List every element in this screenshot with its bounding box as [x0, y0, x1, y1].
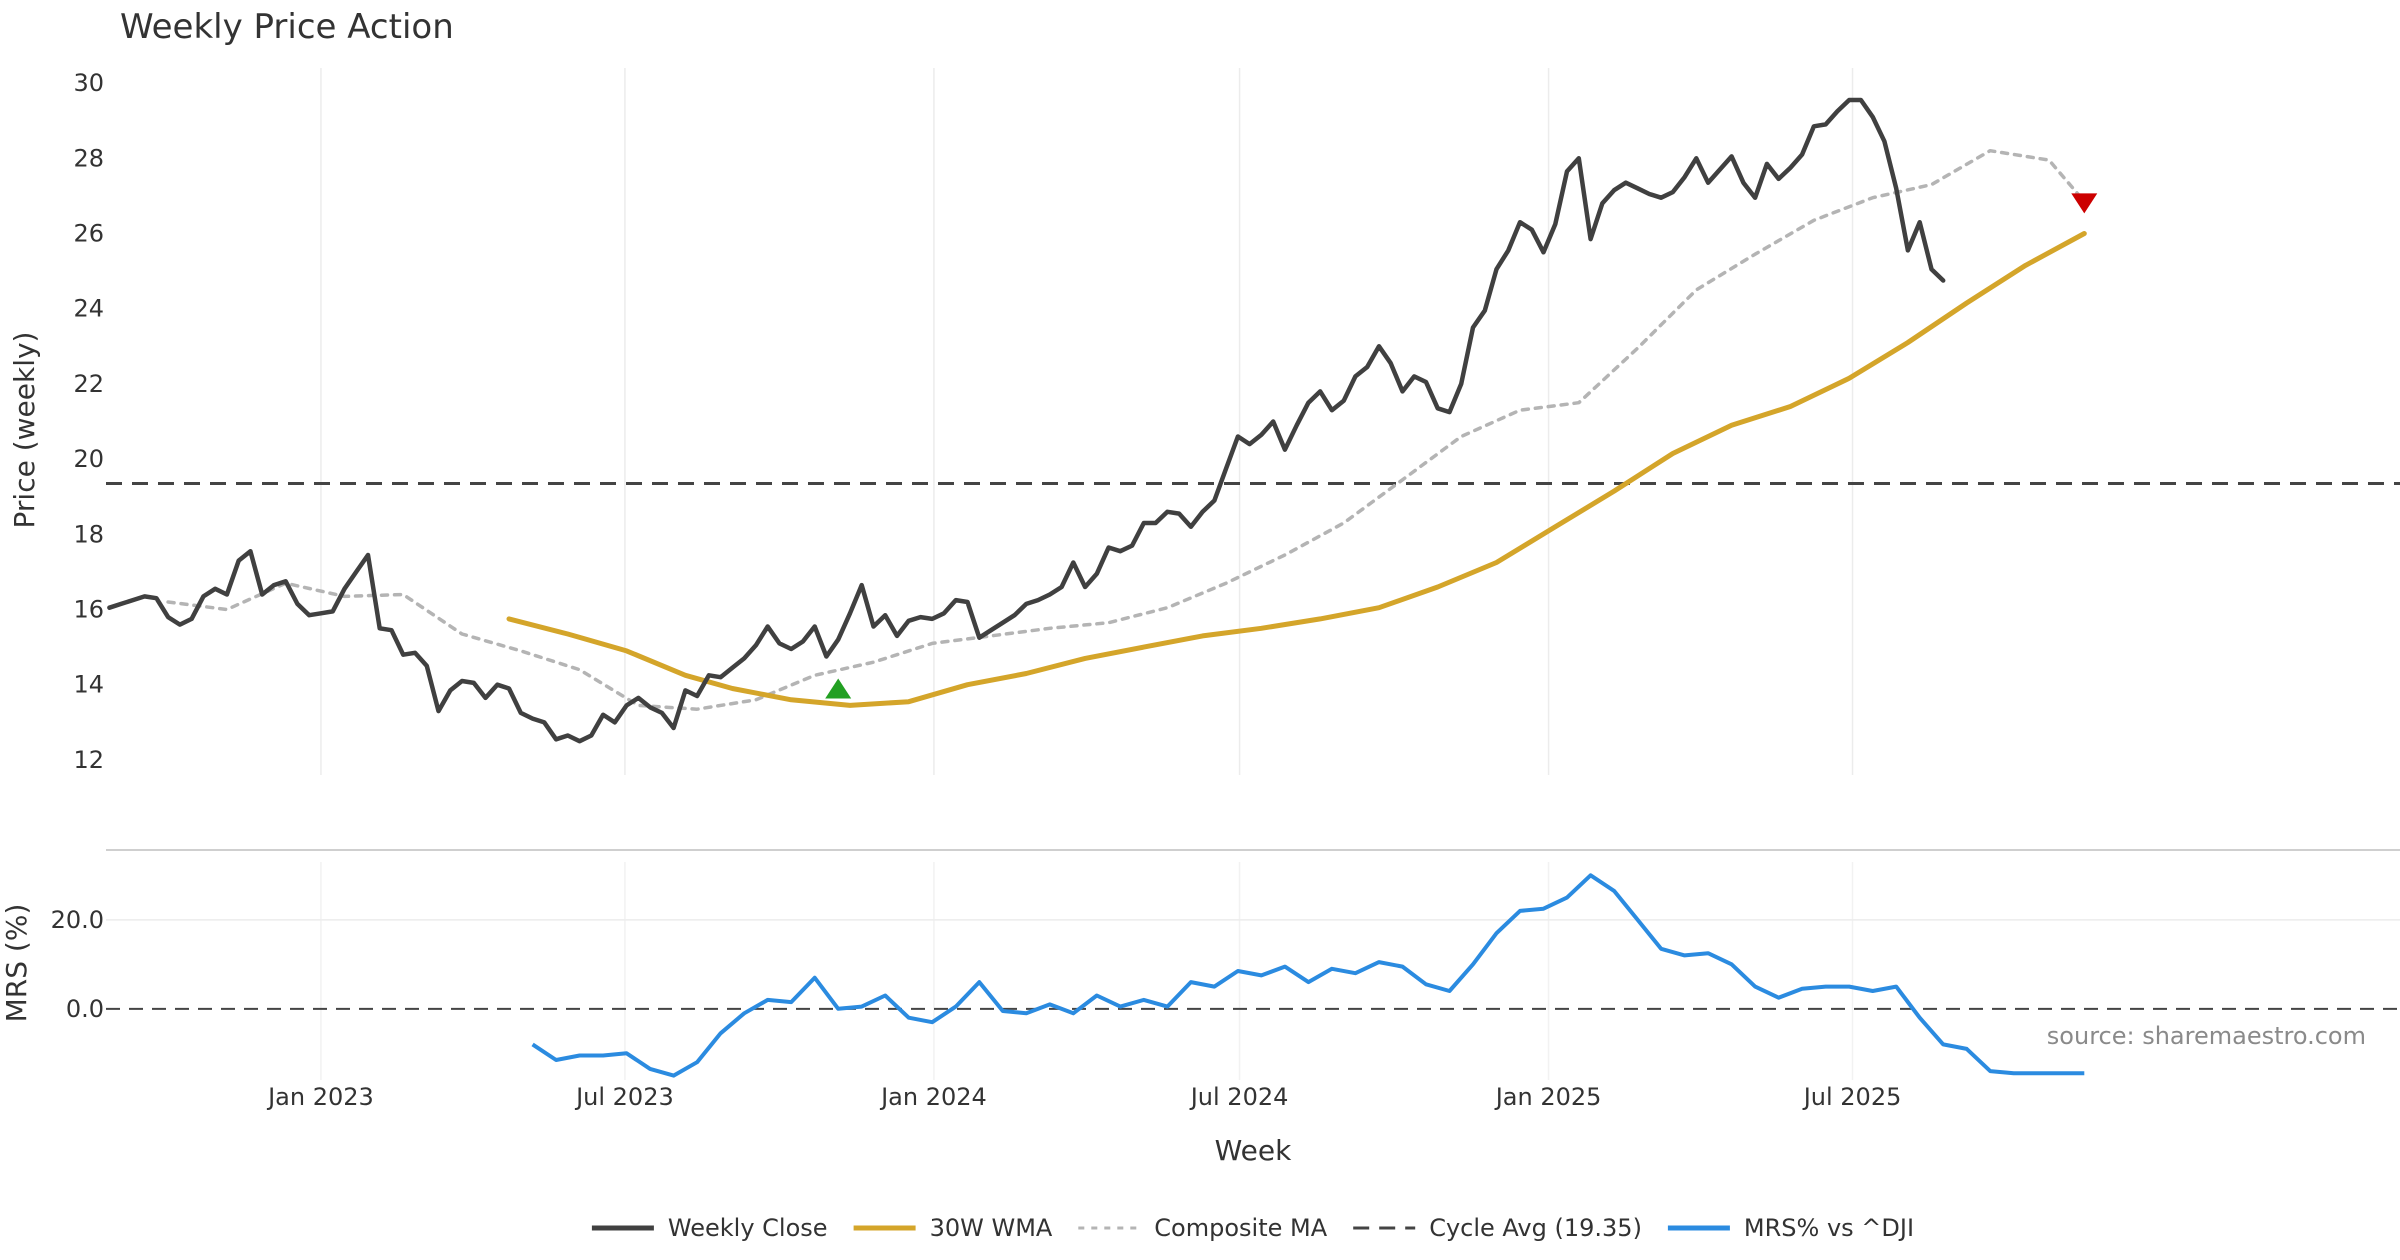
legend-label: 30W WMA — [930, 1214, 1053, 1242]
price-series-group — [107, 97, 2087, 744]
legend-label: Cycle Avg (19.35) — [1429, 1214, 1642, 1242]
mrs-vs-dji-line — [531, 873, 2085, 1078]
mrs-panel: 0.0 20.0 MRS (%) source: sharemaestro.com — [0, 862, 2400, 1080]
x-tick-label: Jan 2024 — [879, 1083, 987, 1111]
price-y-tick: 16 — [73, 596, 104, 624]
price-y-tick: 20 — [73, 445, 104, 473]
legend-item: 30W WMA — [853, 1214, 1053, 1242]
legend-label: MRS% vs ^DJI — [1744, 1214, 1914, 1242]
weekly-close-line — [107, 97, 1946, 744]
x-tick-label: Jan 2023 — [266, 1083, 374, 1111]
30w-wma-line — [506, 231, 2087, 708]
price-gridlines — [320, 68, 1854, 775]
price-y-tick: 28 — [73, 144, 104, 172]
chart-title: Weekly Price Action — [120, 7, 454, 47]
signal-markers — [825, 193, 2098, 699]
mrs-y-axis-label: MRS (%) — [0, 904, 33, 1023]
price-y-tick-labels: 12 14 16 18 20 22 24 26 28 30 — [73, 69, 104, 774]
legend-item: Cycle Avg (19.35) — [1353, 1214, 1642, 1242]
legend-item: MRS% vs ^DJI — [1667, 1214, 1914, 1242]
x-tick-label: Jul 2025 — [1802, 1083, 1902, 1111]
x-axis-label: Week — [1215, 1134, 1292, 1167]
x-tick-labels: Jan 2023 Jul 2023 Jan 2024 Jul 2024 Jan 2025… — [266, 1083, 1901, 1111]
legend-item: Composite MA — [1078, 1214, 1328, 1242]
composite-ma-line — [166, 148, 2087, 711]
legend-label: Weekly Close — [668, 1214, 828, 1242]
mrs-y-tick: 0.0 — [66, 995, 104, 1023]
price-y-tick: 26 — [73, 219, 104, 247]
price-y-tick: 24 — [73, 295, 104, 323]
price-y-tick: 14 — [73, 671, 104, 699]
mrs-y-tick: 20.0 — [51, 906, 104, 934]
price-y-axis-label: Price (weekly) — [8, 332, 41, 529]
sell-signal-marker — [2071, 193, 2098, 214]
price-y-tick: 12 — [73, 746, 104, 774]
legend-label: Composite MA — [1154, 1214, 1327, 1242]
x-tick-label: Jan 2025 — [1494, 1083, 1602, 1111]
price-panel: 12 14 16 18 20 22 24 26 28 30 Price (weekly) — [8, 68, 2400, 775]
x-tick-label: Jul 2024 — [1189, 1083, 1289, 1111]
price-y-tick: 22 — [73, 370, 104, 398]
source-credit: source: sharemaestro.com — [2047, 1022, 2366, 1050]
price-y-tick: 18 — [73, 520, 104, 548]
x-tick-label: Jul 2023 — [574, 1083, 674, 1111]
chart-legend: Weekly Close 30W WMA Composite MA Cycle Avg… — [591, 1214, 1914, 1242]
legend-item: Weekly Close — [591, 1214, 828, 1242]
mrs-series-group — [531, 873, 2085, 1078]
price-y-tick: 30 — [73, 69, 104, 97]
mrs-y-tick-labels: 0.0 20.0 — [51, 906, 104, 1023]
buy-signal-marker — [825, 678, 852, 699]
